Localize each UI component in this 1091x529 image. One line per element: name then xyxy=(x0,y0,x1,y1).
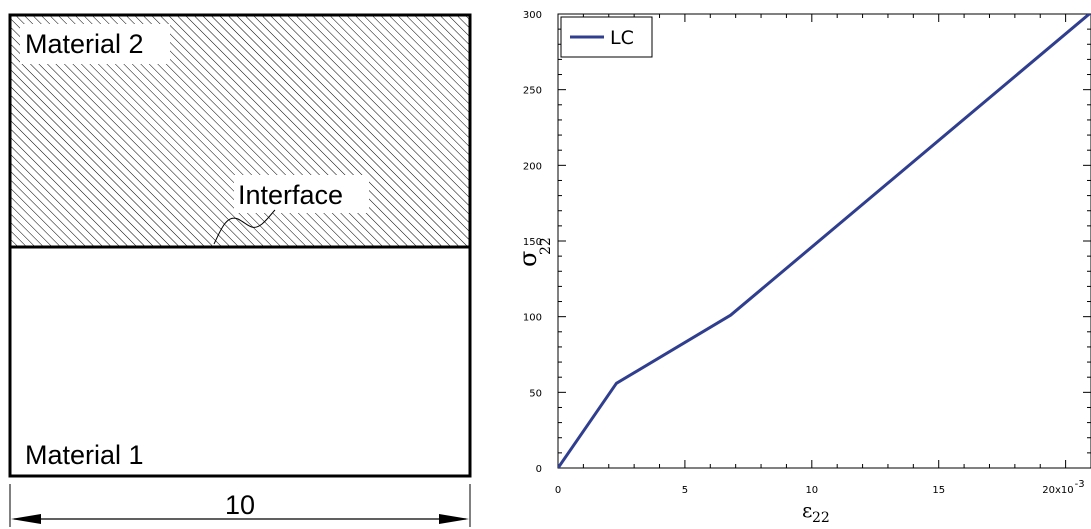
y-tick-label: 200 xyxy=(523,161,542,172)
x-axis-label-sub: 22 xyxy=(812,510,830,526)
material-1-region xyxy=(10,247,470,476)
interface-leader-curve xyxy=(213,209,276,245)
interface-label-bg xyxy=(234,175,369,213)
plot-frame xyxy=(557,13,1091,469)
y-tick-label: 100 xyxy=(523,313,542,324)
series-line-lc xyxy=(558,14,1091,468)
y-tick-label: 50 xyxy=(529,388,542,399)
x-axis-label-main: ε xyxy=(802,498,812,522)
material-2-label-bg xyxy=(20,24,170,64)
x-tick-label: 0 xyxy=(555,485,561,496)
y-axis-label: σ 22 xyxy=(514,237,554,267)
axis-ticks xyxy=(557,13,1091,469)
interface-label: Interface xyxy=(238,180,343,210)
x-tick-label: 5 xyxy=(682,485,688,496)
y-tick-label: 300 xyxy=(523,10,542,21)
legend: LC xyxy=(560,16,653,58)
tick-labels: 0 5 10 15 20x10-3 0 50 100 150 200 250 300 xyxy=(523,10,1085,496)
x-axis-label: ε 22 xyxy=(802,498,830,526)
x-tick-exponent: -3 xyxy=(1075,479,1085,490)
y-tick-label: 0 xyxy=(536,464,542,475)
material-1-label: Material 1 xyxy=(25,440,144,470)
dimension-arrow-left xyxy=(11,514,41,524)
material-2-label: Material 2 xyxy=(25,29,144,59)
x-tick-label: 20x10 xyxy=(1042,485,1073,496)
legend-label-lc: LC xyxy=(610,27,634,49)
y-tick-label: 150 xyxy=(523,237,542,248)
x-tick-label: 15 xyxy=(932,485,945,496)
x-tick-label: 10 xyxy=(805,485,818,496)
dimension-label: 10 xyxy=(225,490,255,520)
y-tick-label: 250 xyxy=(523,86,542,97)
y-axis-label-sub: 22 xyxy=(538,237,554,255)
dimension-arrow-right xyxy=(439,514,469,524)
bimaterial-diagram: Material 2 Interface Material 1 10 xyxy=(8,13,472,527)
y-axis-label-main: σ xyxy=(514,251,542,267)
